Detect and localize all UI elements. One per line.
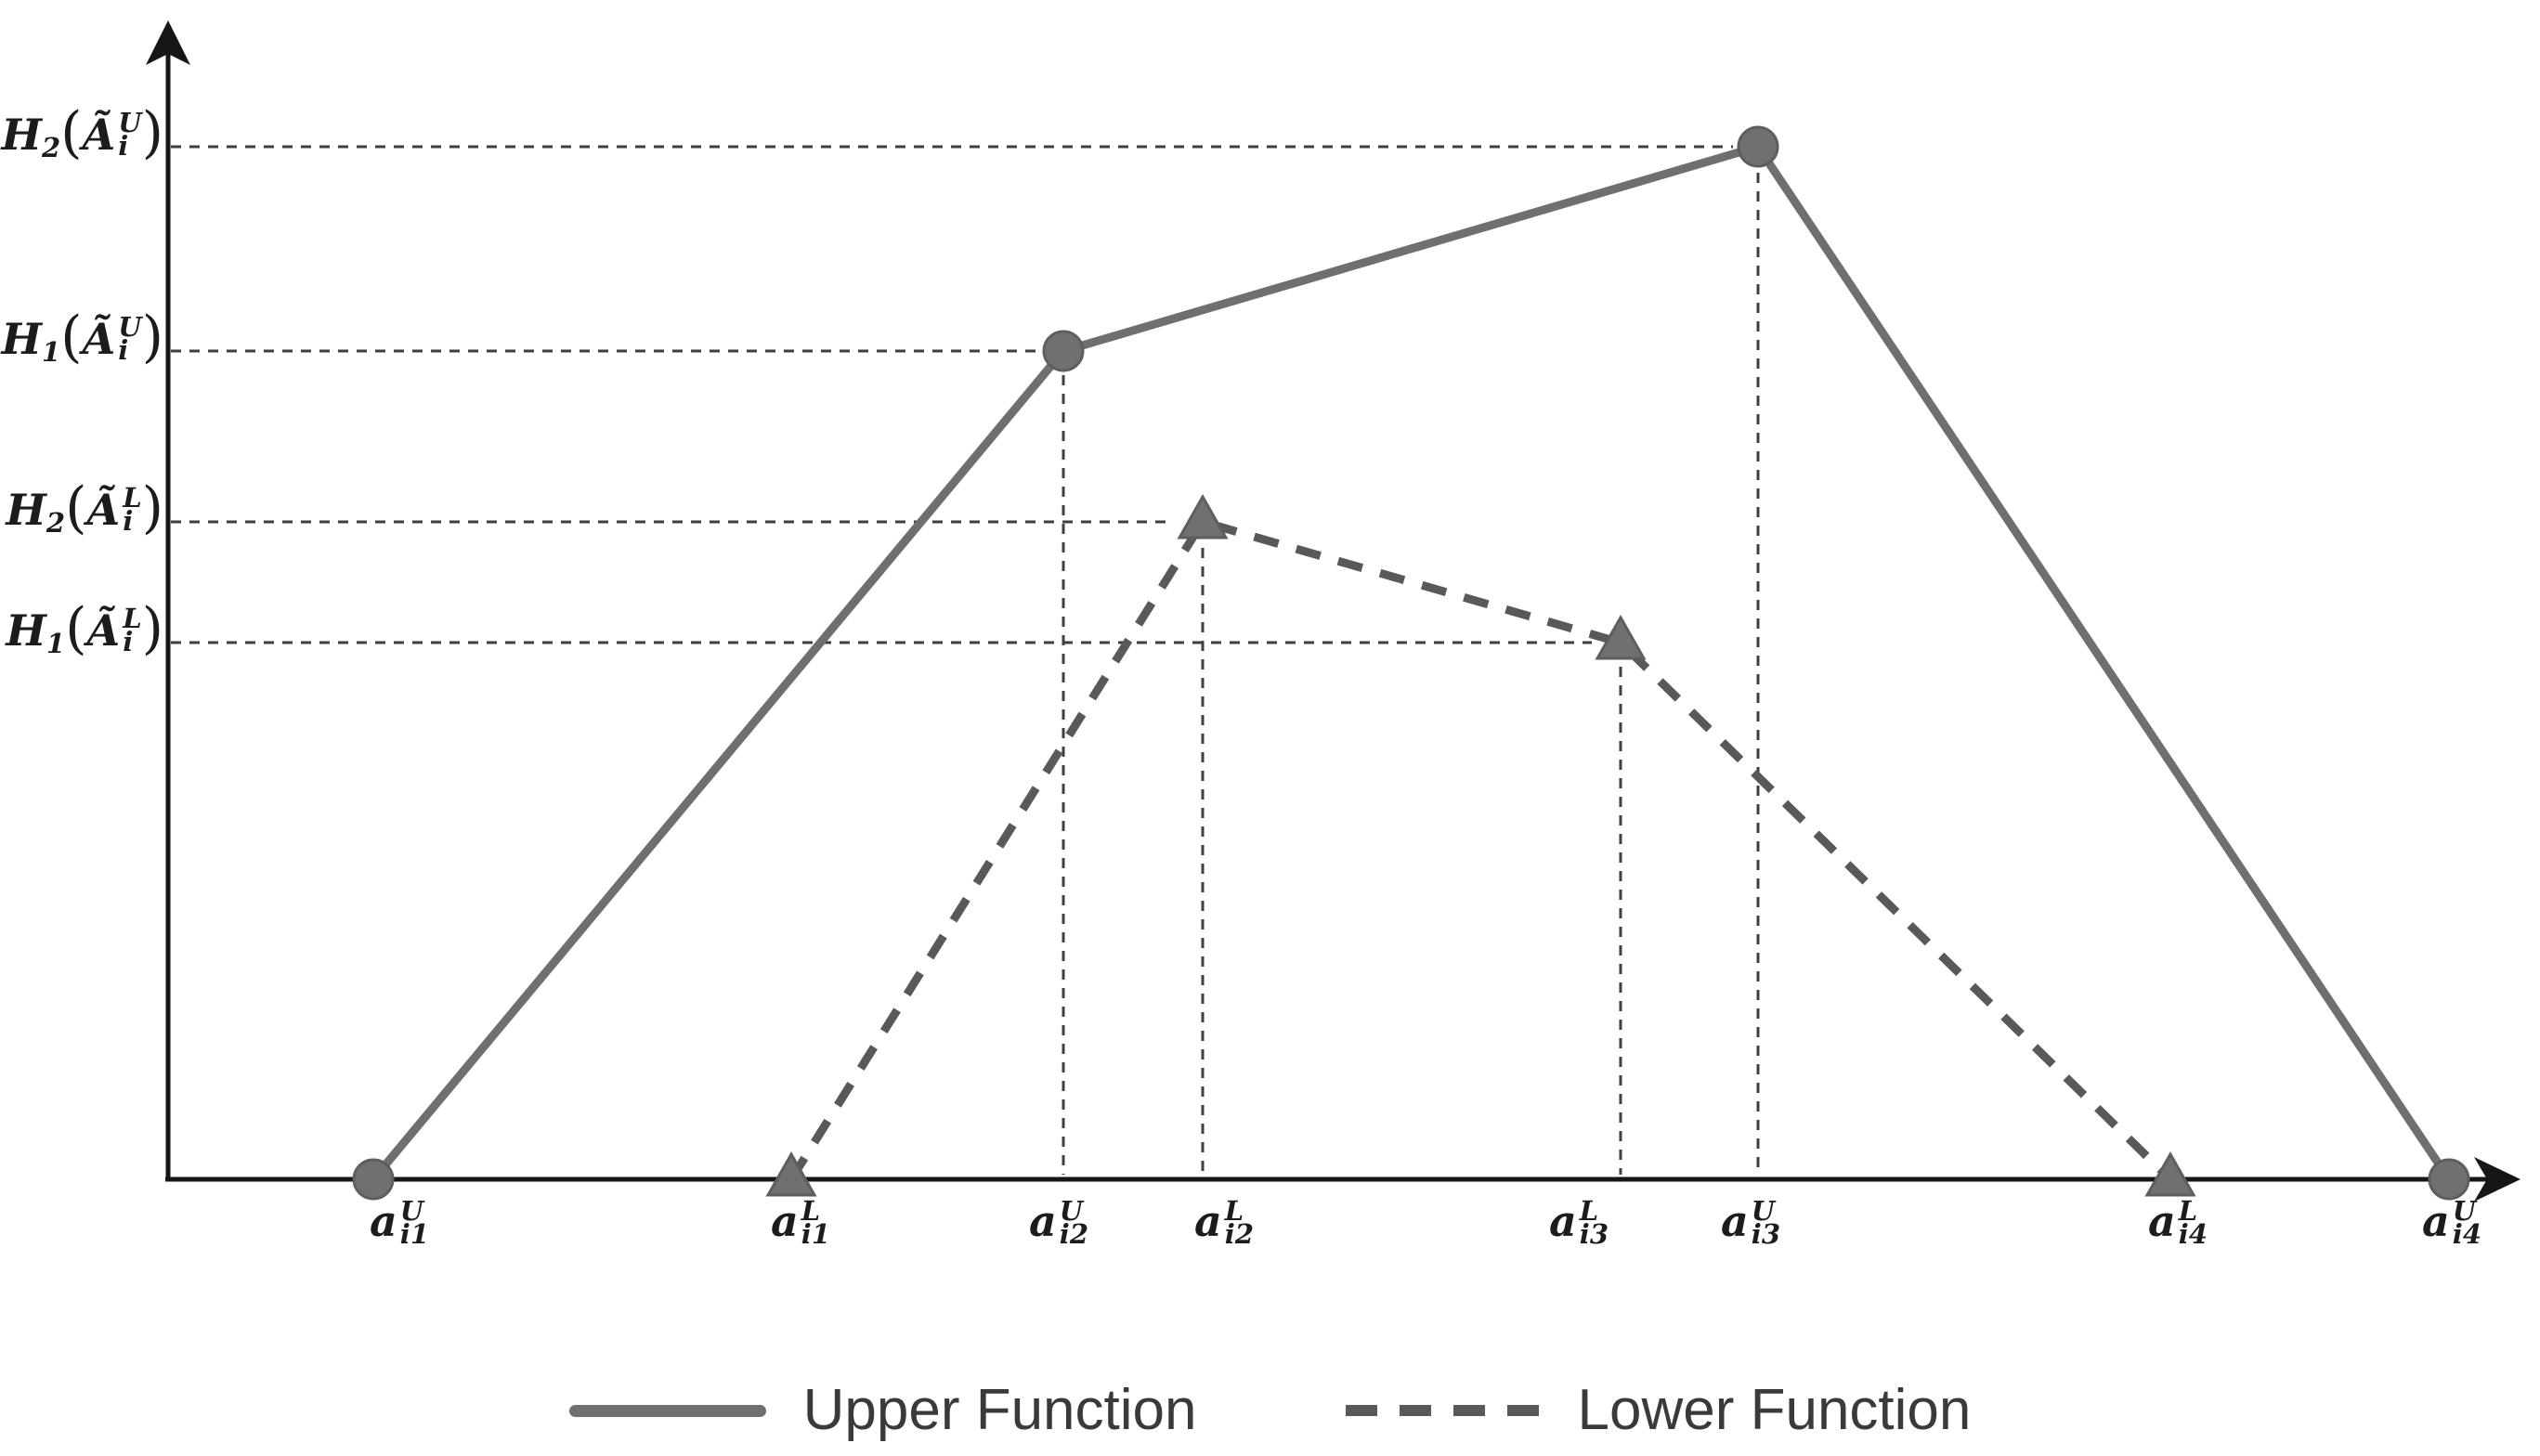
x-tick-subscript: i3 [1751,1217,1781,1250]
x-tick-subscript: i3 [1579,1217,1609,1250]
close-paren: ) [141,100,163,165]
y-tick-superscript: L [123,603,142,635]
y-tick-base: H [6,485,46,535]
legend-item-upper-function: Upper Function [568,1378,1197,1442]
x-tick-base: a [369,1196,397,1246]
x-tick-subscript: i4 [2452,1217,2482,1250]
lower-vertex-marker [1177,493,1229,540]
x-tick-subscript: i2 [1224,1217,1255,1250]
x-tick-subscript: i4 [2178,1217,2208,1250]
x-tick-base: a [2421,1196,2450,1246]
x-tick-subscript: i2 [1059,1217,1089,1250]
x-tick-superscript: L [1579,1195,1599,1227]
upper-vertex-marker [1042,330,1085,372]
x-tick-base: a [1193,1196,1222,1246]
y-tick-argument: Ã [86,485,121,535]
lower-function-line [788,516,2174,1183]
close-paren: ) [141,475,163,540]
y-tick-base-subscript: 1 [41,335,61,368]
y-tick-subscript: i [118,130,129,162]
legend-item-lower-function: Lower Function [1345,1378,1972,1442]
x-tick-base: a [770,1196,799,1246]
upper-vertex-marker [2428,1158,2470,1201]
x-axis-arrowhead-icon [2474,1157,2520,1202]
upper-vertex-marker [352,1158,395,1201]
upper-vertex-marker [1737,125,1779,168]
y-tick-argument: Ã [86,605,121,656]
y-tick-base: H [1,314,42,364]
y-tick-base-subscript: 2 [41,131,61,163]
x-tick-superscript: U [399,1195,424,1227]
y-tick-superscript: U [118,107,142,139]
y-tick-subscript: i [118,334,129,366]
x-tick-subscript: i1 [399,1217,430,1250]
dashed-line-swatch-icon [1345,1405,1541,1416]
x-tick-base: a [1028,1196,1057,1246]
x-tick-superscript: U [2452,1195,2477,1227]
x-tick-superscript: L [2178,1195,2198,1227]
y-tick-argument: Ã [82,314,116,364]
x-tick-base: a [1720,1196,1749,1246]
x-tick-base: a [2147,1196,2176,1246]
y-tick-superscript: L [123,482,142,514]
y-tick-base-subscript: 2 [46,506,66,539]
lower-vertex-marker [1595,614,1647,660]
solid-line-swatch-icon [568,1404,766,1417]
upper-function-line [370,141,2453,1182]
legend-label-upper-function: Upper Function [802,1378,1197,1442]
open-paren: ( [60,305,83,370]
close-paren: ) [141,596,163,661]
open-paren: ( [60,100,83,165]
open-paren: ( [65,596,87,661]
y-tick-superscript: U [118,311,142,344]
lower-vertex-marker [2144,1150,2196,1197]
y-tick-base: H [1,110,42,160]
close-paren: ) [141,305,163,370]
x-tick-superscript: L [1224,1195,1244,1227]
y-tick-argument: Ã [82,110,116,160]
legend-label-lower-function: Lower Function [1577,1378,1972,1442]
y-tick-base: H [6,605,46,656]
x-tick-base: a [1548,1196,1577,1246]
x-tick-superscript: U [1751,1195,1776,1227]
x-tick-superscript: U [1059,1195,1084,1227]
lower-vertex-marker [765,1150,817,1197]
open-paren: ( [65,475,87,540]
y-tick-subscript: i [123,626,134,657]
y-tick-base-subscript: 1 [46,627,66,659]
chart-legend: Upper Function Lower Function [0,1382,2540,1439]
x-tick-superscript: L [801,1195,821,1227]
y-axis-arrowhead-icon [146,20,190,65]
y-tick-subscript: i [123,505,134,537]
x-tick-subscript: i1 [801,1217,831,1250]
